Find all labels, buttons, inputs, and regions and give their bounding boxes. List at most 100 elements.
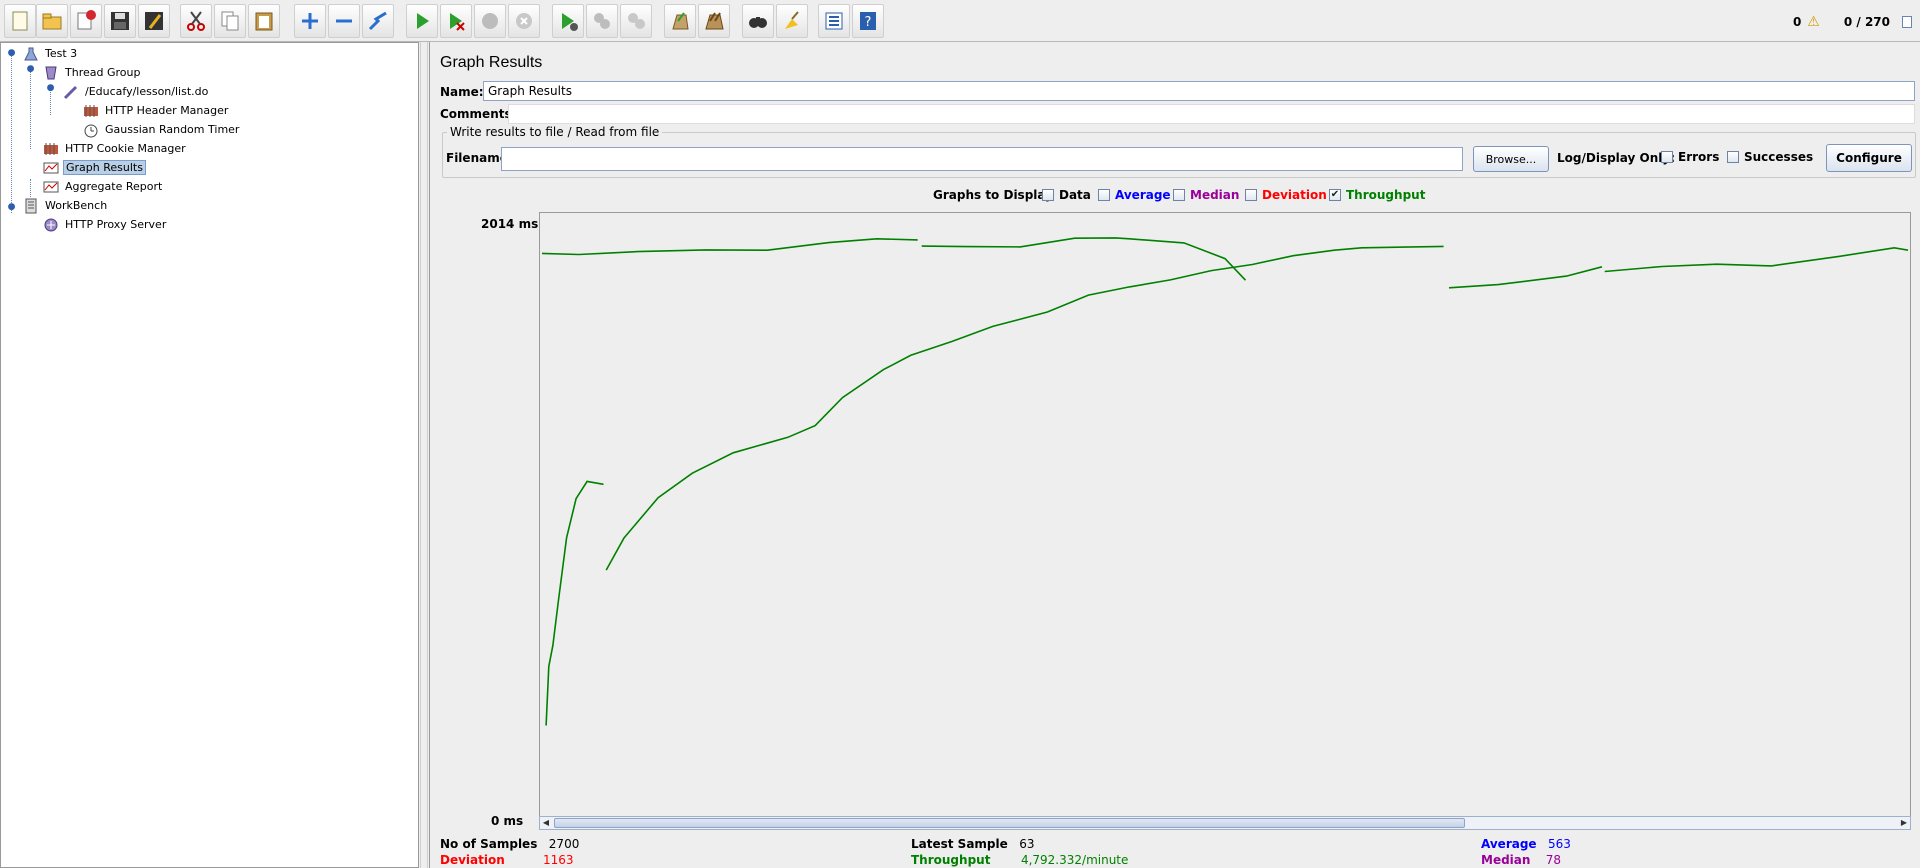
- header-manager-icon: [83, 103, 99, 119]
- function-helper-button[interactable]: [818, 4, 850, 38]
- paste-button[interactable]: [248, 4, 280, 38]
- median-label: Median: [1481, 853, 1531, 867]
- tree-item-workbench[interactable]: WorkBench: [23, 197, 109, 214]
- tree-item-gaussian-timer[interactable]: Gaussian Random Timer: [83, 121, 241, 138]
- svg-text:?: ?: [865, 15, 872, 30]
- tree-toggle[interactable]: ●: [7, 202, 16, 212]
- open-icon: [42, 13, 62, 30]
- tree-item-label: /Educafy/lesson/list.do: [85, 85, 209, 98]
- tree-item-http-proxy-server[interactable]: HTTP Proxy Server: [43, 216, 168, 233]
- shutdown-button[interactable]: [508, 4, 540, 38]
- clear-all-button[interactable]: [698, 4, 730, 38]
- comments-field[interactable]: [508, 104, 1915, 124]
- throughput-checkbox-box[interactable]: ✔: [1329, 189, 1341, 201]
- data-checkbox[interactable]: Data: [1042, 188, 1091, 202]
- data-checkbox-box[interactable]: [1042, 189, 1054, 201]
- status-area: 0 ⚠ 0 / 270: [1793, 14, 1912, 30]
- thread-group-icon: [43, 65, 59, 81]
- remote-start-icon: [562, 13, 578, 31]
- successes-checkbox[interactable]: Successes: [1727, 150, 1813, 164]
- tree-item-http-sampler[interactable]: /Educafy/lesson/list.do: [63, 83, 210, 100]
- log-toggle[interactable]: [1902, 16, 1912, 28]
- warning-icon[interactable]: ⚠: [1807, 14, 1820, 30]
- search-icon: [749, 17, 767, 28]
- browse-button[interactable]: Browse...: [1473, 146, 1549, 172]
- tree-item-aggregate-report[interactable]: Aggregate Report: [43, 178, 164, 195]
- samples-stat: No of Samples 2700: [440, 837, 579, 851]
- name-field[interactable]: Graph Results: [483, 81, 1915, 101]
- samples-value: 2700: [548, 837, 580, 851]
- scroll-left-icon[interactable]: ◀: [542, 818, 550, 827]
- scrollbar-thumb[interactable]: [554, 818, 1465, 828]
- copy-button[interactable]: [214, 4, 246, 38]
- graph-horizontal-scrollbar[interactable]: ◀ ▶: [539, 816, 1911, 830]
- tree-toggle[interactable]: ●: [26, 64, 35, 74]
- average-value: 563: [1548, 837, 1571, 851]
- search-button[interactable]: [742, 4, 774, 38]
- save-button[interactable]: [104, 4, 136, 38]
- scroll-right-icon[interactable]: ▶: [1900, 818, 1908, 827]
- median-option-label: Median: [1190, 188, 1240, 202]
- average-checkbox-box[interactable]: [1098, 189, 1110, 201]
- remote-start-button[interactable]: [552, 4, 584, 38]
- median-checkbox[interactable]: Median: [1173, 188, 1239, 202]
- throughput-stat: Throughput 4,792.332/minute: [911, 853, 1128, 867]
- tree-item-graph-results[interactable]: Graph Results: [43, 159, 146, 176]
- graph-results-panel: Graph Results Name: Graph Results Commen…: [429, 42, 1920, 868]
- configure-button[interactable]: Configure: [1826, 144, 1912, 172]
- file-group: Write results to file / Read from file F…: [442, 125, 1916, 178]
- comments-label: Comments:: [440, 107, 517, 121]
- panel-splitter[interactable]: [420, 42, 428, 868]
- throughput-checkbox[interactable]: ✔ Throughput: [1329, 188, 1425, 202]
- tree-toggle[interactable]: ●: [46, 83, 55, 93]
- successes-checkbox-box[interactable]: [1727, 151, 1739, 163]
- remote-stop-button[interactable]: [586, 4, 618, 38]
- tree-toggle[interactable]: ●: [7, 48, 16, 58]
- errors-checkbox-box[interactable]: [1661, 151, 1673, 163]
- errors-checkbox[interactable]: Errors: [1661, 150, 1719, 164]
- clear-button[interactable]: [664, 4, 696, 38]
- start-no-timers-button[interactable]: [440, 4, 472, 38]
- remote-shutdown-icon: [628, 13, 645, 29]
- tree-item-label: Thread Group: [65, 66, 141, 79]
- save-as-button[interactable]: [138, 4, 170, 38]
- start-button[interactable]: [406, 4, 438, 38]
- open-button[interactable]: [36, 4, 68, 38]
- tree-item-test-plan[interactable]: Test 3: [23, 45, 79, 62]
- deviation-option-label: Deviation: [1262, 188, 1327, 202]
- collapse-all-button[interactable]: [328, 4, 360, 38]
- new-button[interactable]: [4, 4, 36, 38]
- toggle-button[interactable]: [362, 4, 394, 38]
- warning-count: 0: [1792, 15, 1802, 29]
- reset-search-button[interactable]: [776, 4, 808, 38]
- tree-item-http-cookie-manager[interactable]: HTTP Cookie Manager: [43, 140, 188, 157]
- proxy-icon: [43, 217, 59, 233]
- report-icon: [43, 179, 59, 195]
- tree-item-label: WorkBench: [45, 199, 108, 212]
- cut-button[interactable]: [180, 4, 212, 38]
- log-display-label: Log/Display Only:: [1557, 151, 1675, 165]
- tree-item-thread-group[interactable]: Thread Group: [43, 64, 142, 81]
- filename-input[interactable]: [501, 147, 1463, 171]
- errors-label: Errors: [1678, 150, 1720, 164]
- expand-all-button[interactable]: [294, 4, 326, 38]
- deviation-checkbox-box[interactable]: [1245, 189, 1257, 201]
- help-button[interactable]: ?: [852, 4, 884, 38]
- deviation-checkbox[interactable]: Deviation: [1245, 188, 1327, 202]
- close-button[interactable]: [70, 4, 102, 38]
- stop-button[interactable]: [474, 4, 506, 38]
- reset-search-icon: [785, 11, 799, 29]
- deviation-value: 1163: [542, 853, 574, 867]
- http-sampler-icon: [63, 84, 79, 100]
- median-checkbox-box[interactable]: [1173, 189, 1185, 201]
- tree-item-label: Test 3: [45, 47, 78, 60]
- throughput-line-segment-5: [1604, 246, 1909, 273]
- median-value: 78: [1545, 853, 1561, 867]
- remote-shutdown-button[interactable]: [620, 4, 652, 38]
- average-label: Average: [1481, 837, 1537, 851]
- tree-connector: [30, 179, 31, 197]
- average-checkbox[interactable]: Average: [1098, 188, 1171, 202]
- graph-plot-area: [539, 212, 1911, 828]
- deviation-stat: Deviation 1163: [440, 853, 573, 867]
- tree-item-http-header-manager[interactable]: HTTP Header Manager: [83, 102, 230, 119]
